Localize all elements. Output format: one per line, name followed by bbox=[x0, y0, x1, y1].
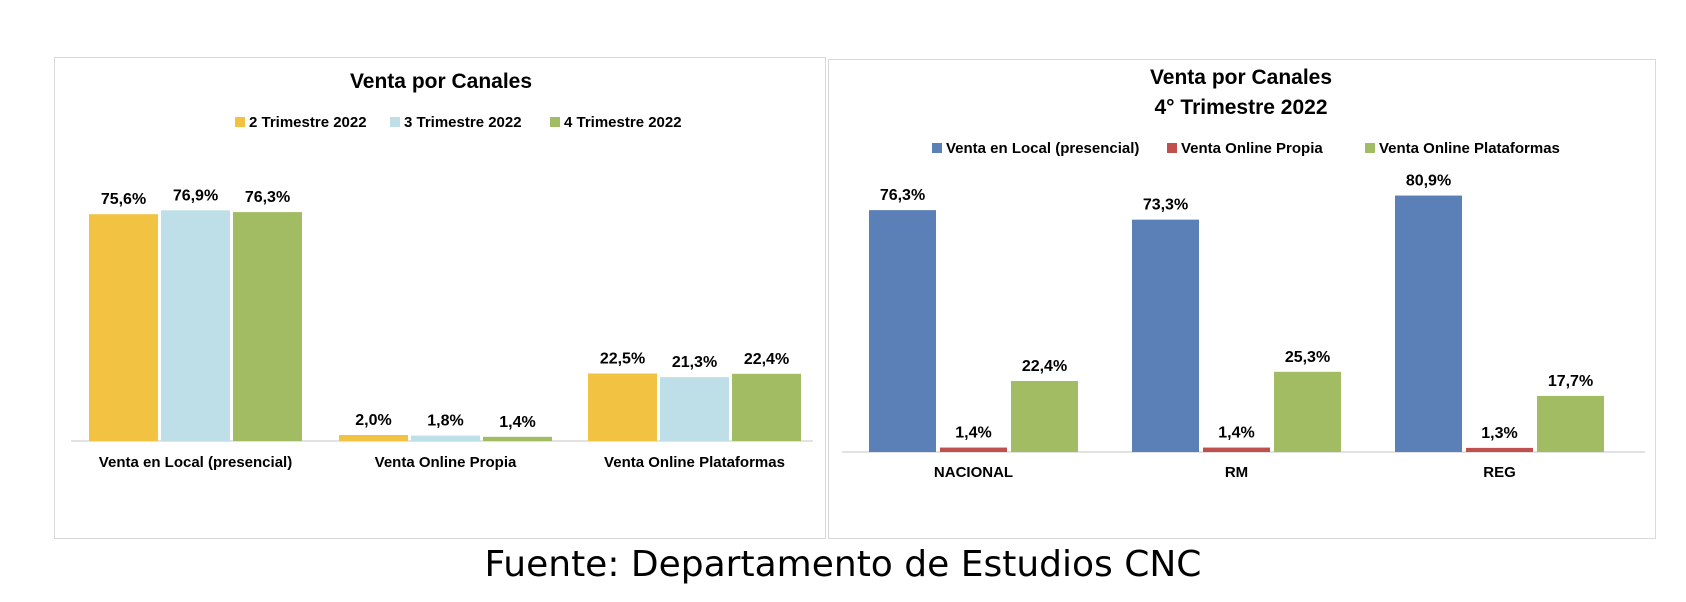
chart-title: Venta por Canales bbox=[350, 70, 532, 93]
legend-label: 4 Trimestre 2022 bbox=[564, 114, 682, 131]
category-label: Venta Online Plataformas bbox=[604, 454, 785, 471]
legend-swatch bbox=[390, 117, 400, 127]
chart-svg-right: Venta por Canales 4° Trimestre 2022 Venta … bbox=[842, 66, 1645, 481]
data-label: 73,3% bbox=[1143, 197, 1188, 214]
legend-swatch bbox=[235, 117, 245, 127]
data-label: 1,8% bbox=[427, 413, 463, 430]
bar bbox=[1274, 371, 1341, 452]
data-label: 25,3% bbox=[1285, 349, 1330, 366]
category-label: RM bbox=[1225, 464, 1248, 481]
bar bbox=[1132, 219, 1199, 452]
data-label: 76,3% bbox=[245, 189, 290, 206]
legend-swatch bbox=[550, 117, 560, 127]
legend-swatch bbox=[1167, 143, 1177, 153]
bar bbox=[1395, 195, 1462, 452]
data-label: 22,4% bbox=[744, 351, 789, 368]
legend-swatch bbox=[1365, 143, 1375, 153]
data-label: 76,9% bbox=[173, 187, 218, 204]
bar bbox=[1011, 380, 1078, 452]
category-label: REG bbox=[1483, 464, 1516, 481]
data-label: 22,4% bbox=[1022, 358, 1067, 375]
bar bbox=[89, 214, 158, 441]
chart-title: Venta por Canales bbox=[1150, 66, 1332, 89]
data-label: 76,3% bbox=[880, 187, 925, 204]
category-label: Venta Online Propia bbox=[375, 454, 517, 471]
legend-label: 3 Trimestre 2022 bbox=[404, 114, 522, 131]
data-label: 1,4% bbox=[955, 425, 991, 442]
legend-label: Venta en Local (presencial) bbox=[946, 140, 1139, 157]
bar bbox=[588, 373, 657, 441]
bar bbox=[233, 212, 302, 441]
data-label: 1,4% bbox=[499, 414, 535, 431]
category-label: NACIONAL bbox=[934, 464, 1013, 481]
bar bbox=[1466, 447, 1533, 452]
chart-panel-right: Venta por Canales 4° Trimestre 2022 Venta … bbox=[828, 59, 1656, 539]
data-label: 1,3% bbox=[1481, 425, 1517, 442]
bar bbox=[161, 210, 230, 441]
data-label: 2,0% bbox=[355, 412, 391, 429]
bar bbox=[339, 435, 408, 441]
data-label: 22,5% bbox=[600, 351, 645, 368]
source-note: Fuente: Departamento de Estudios CNC bbox=[484, 544, 1202, 585]
category-label: Venta en Local (presencial) bbox=[99, 454, 292, 471]
bar bbox=[940, 447, 1007, 452]
chart-subtitle: 4° Trimestre 2022 bbox=[1154, 96, 1327, 119]
bar bbox=[411, 435, 480, 441]
bar bbox=[1203, 447, 1270, 452]
legend-label: Venta Online Propia bbox=[1181, 140, 1323, 157]
data-label: 17,7% bbox=[1548, 373, 1593, 390]
data-label: 1,4% bbox=[1218, 425, 1254, 442]
data-label: 80,9% bbox=[1406, 173, 1451, 190]
bar bbox=[1537, 395, 1604, 452]
chart-panel-left: Venta por Canales 2 Trimestre 2022 3 Trime… bbox=[54, 57, 826, 539]
bar bbox=[660, 377, 729, 441]
legend-label: 2 Trimestre 2022 bbox=[249, 114, 367, 131]
legend-swatch bbox=[932, 143, 942, 153]
data-label: 21,3% bbox=[672, 354, 717, 371]
bar bbox=[869, 210, 936, 452]
chart-svg-left: Venta por Canales 2 Trimestre 2022 3 Trime… bbox=[71, 70, 813, 471]
bar bbox=[732, 373, 801, 441]
bar bbox=[483, 436, 552, 441]
data-label: 75,6% bbox=[101, 191, 146, 208]
legend-label: Venta Online Plataformas bbox=[1379, 140, 1560, 157]
